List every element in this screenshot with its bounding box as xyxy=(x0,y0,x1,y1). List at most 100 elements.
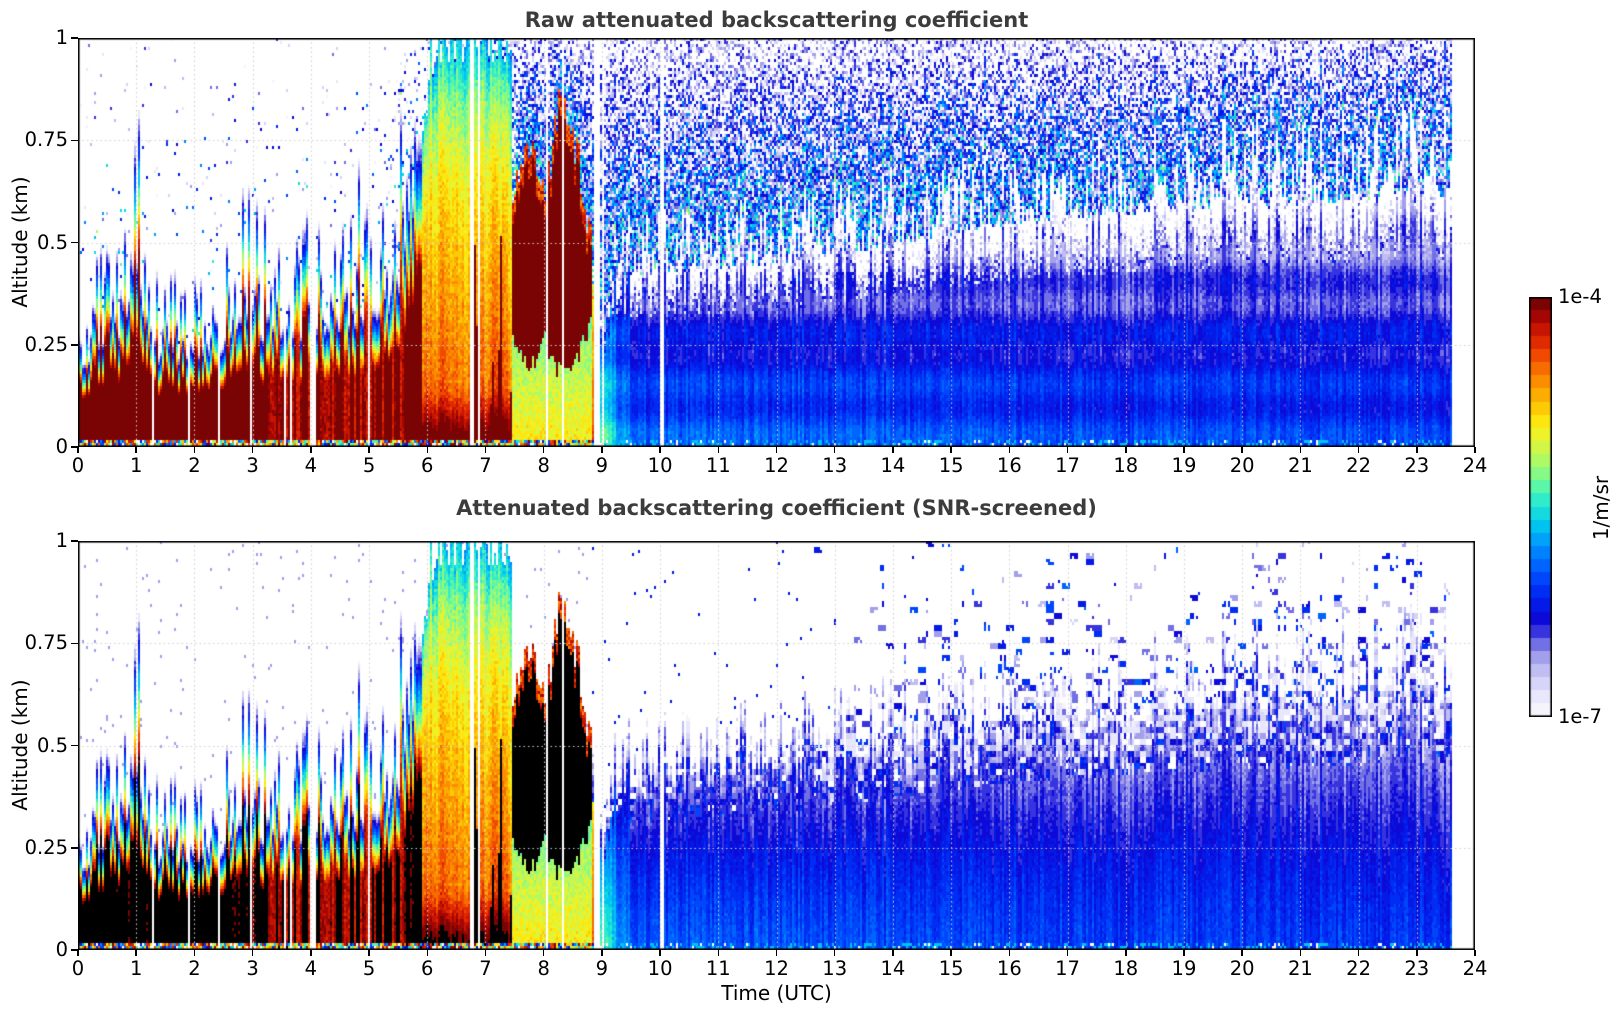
x-tick-mark xyxy=(484,950,487,956)
x-tick-mark xyxy=(1357,447,1360,453)
x-tick-mark xyxy=(1066,447,1069,453)
x-tick-label: 8 xyxy=(537,454,550,477)
x-tick-label: 22 xyxy=(1346,454,1371,477)
x-tick-label: 17 xyxy=(1055,454,1080,477)
y-tick-label: 0.5 xyxy=(36,230,68,254)
x-tick-label: 21 xyxy=(1287,957,1313,980)
x-tick-mark xyxy=(193,950,196,956)
x-tick-mark xyxy=(659,447,661,453)
x-tick-mark xyxy=(251,950,254,956)
y-tick-label: 0.25 xyxy=(24,332,68,356)
colorbar-max-label: 1e-4 xyxy=(1558,285,1602,308)
y-tick-label: 1 xyxy=(55,529,68,552)
x-tick-mark xyxy=(1125,950,1127,956)
y-tick-label: 0.75 xyxy=(24,128,68,152)
y-tick-label: 0.25 xyxy=(24,835,68,859)
x-tick-label: 13 xyxy=(822,454,848,477)
colorbar-canvas xyxy=(1529,297,1552,717)
x-tick-mark xyxy=(601,447,603,453)
x-tick-label: 7 xyxy=(479,957,492,980)
x-tick-label: 8 xyxy=(537,957,550,980)
x-tick-label: 12 xyxy=(764,957,789,980)
x-tick-mark xyxy=(77,950,79,956)
x-tick-mark xyxy=(1066,950,1069,956)
x-tick-label: 16 xyxy=(996,957,1022,980)
x-tick-label: 23 xyxy=(1404,454,1430,477)
heatmap-raw-canvas xyxy=(78,38,1475,447)
x-tick-mark xyxy=(717,950,720,956)
x-tick-label: 10 xyxy=(647,957,673,980)
y-tick-mark xyxy=(71,642,78,644)
x-tick-label: 9 xyxy=(595,957,609,980)
x-tick-label: 24 xyxy=(1462,454,1488,477)
colorbar-min-label: 1e-7 xyxy=(1558,705,1602,728)
x-tick-label: 14 xyxy=(880,957,906,980)
y-tick-mark xyxy=(71,847,78,849)
x-axis-label: Time (UTC) xyxy=(721,981,832,1005)
x-tick-label: 20 xyxy=(1229,957,1255,980)
x-tick-mark xyxy=(1241,950,1243,956)
y-tick-mark xyxy=(71,241,78,244)
x-tick-mark xyxy=(1416,950,1418,956)
x-tick-label: 19 xyxy=(1171,454,1197,477)
x-tick-label: 2 xyxy=(188,957,201,980)
x-tick-label: 15 xyxy=(938,957,964,980)
x-tick-mark xyxy=(193,447,196,453)
x-tick-mark xyxy=(1241,447,1243,453)
y-tick-mark xyxy=(71,344,78,346)
x-tick-mark xyxy=(892,950,894,956)
x-tick-mark xyxy=(484,447,487,453)
x-tick-mark xyxy=(426,447,428,453)
y-tick-label: 0.75 xyxy=(24,631,68,655)
x-tick-label: 15 xyxy=(938,454,964,477)
y-tick-label: 0 xyxy=(55,435,68,458)
x-tick-mark xyxy=(251,447,254,453)
x-tick-mark xyxy=(1474,950,1476,956)
x-tick-label: 19 xyxy=(1171,957,1197,980)
x-tick-mark xyxy=(601,950,603,956)
panel-screened-title: Attenuated backscattering coefficient (S… xyxy=(456,496,1097,520)
x-tick-label: 6 xyxy=(421,454,434,477)
x-tick-mark xyxy=(310,447,312,453)
x-tick-label: 5 xyxy=(362,957,376,980)
x-tick-label: 3 xyxy=(246,957,259,980)
y-tick-mark xyxy=(71,949,78,951)
x-tick-mark xyxy=(1299,950,1302,956)
x-tick-mark xyxy=(135,447,137,453)
x-tick-label: 1 xyxy=(129,957,143,980)
x-tick-label: 21 xyxy=(1287,454,1313,477)
x-tick-label: 0 xyxy=(71,454,85,477)
y-tick-mark xyxy=(71,744,78,747)
x-tick-label: 14 xyxy=(880,454,906,477)
x-tick-mark xyxy=(950,447,952,453)
x-tick-mark xyxy=(1125,447,1127,453)
x-tick-mark xyxy=(717,447,720,453)
x-tick-mark xyxy=(1183,950,1185,956)
x-tick-mark xyxy=(310,950,312,956)
x-tick-label: 23 xyxy=(1404,957,1430,980)
x-tick-mark xyxy=(659,950,661,956)
x-tick-mark xyxy=(950,950,952,956)
x-tick-mark xyxy=(368,950,370,956)
x-tick-label: 9 xyxy=(595,454,609,477)
x-tick-mark xyxy=(426,950,428,956)
y-tick-label: 0.5 xyxy=(36,733,68,757)
x-tick-mark xyxy=(775,447,778,453)
x-tick-label: 5 xyxy=(362,454,376,477)
x-tick-label: 24 xyxy=(1462,957,1488,980)
x-tick-label: 4 xyxy=(304,454,318,477)
x-tick-label: 3 xyxy=(246,454,259,477)
x-tick-mark xyxy=(542,447,545,453)
x-tick-mark xyxy=(542,950,545,956)
x-tick-mark xyxy=(1008,950,1011,956)
y-tick-mark xyxy=(71,446,78,448)
colorbar-units-label: 1/m/sr xyxy=(1589,475,1613,541)
y-tick-mark xyxy=(71,540,78,542)
x-tick-label: 0 xyxy=(71,957,85,980)
x-tick-label: 6 xyxy=(421,957,434,980)
heatmap-screened-canvas xyxy=(78,541,1475,950)
x-tick-mark xyxy=(1357,950,1360,956)
x-tick-mark xyxy=(1416,447,1418,453)
x-tick-mark xyxy=(833,950,836,956)
